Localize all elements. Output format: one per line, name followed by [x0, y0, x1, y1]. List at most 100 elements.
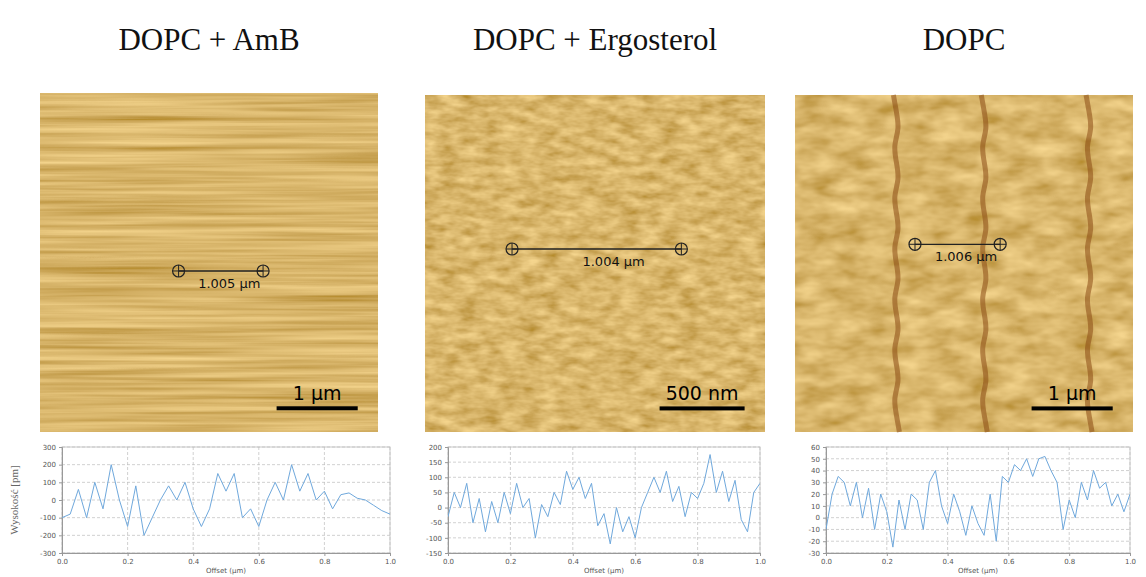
tick: 0.0 — [443, 553, 454, 566]
data-area — [448, 455, 760, 544]
x-axis: 0.00.20.40.60.81.0 — [443, 553, 766, 566]
tick-label: 0.2 — [505, 558, 516, 566]
tick-mark — [1069, 553, 1070, 556]
y-axis: -150-100-50050100150200 — [426, 444, 448, 558]
grid-line — [448, 447, 760, 448]
tick: -200 — [40, 532, 62, 540]
grid-line — [886, 447, 887, 553]
tick: -100 — [40, 514, 62, 522]
profile-chart: 0.00.20.40.60.81.0-150-100-5005010015020… — [426, 444, 766, 575]
tick: 0.2 — [123, 553, 134, 566]
tick-mark — [823, 529, 826, 530]
tick-mark — [823, 459, 826, 460]
measurement-label: 1.005 µm — [198, 276, 260, 291]
measurement-line — [512, 248, 681, 249]
panel: DOPC + Ergosterol1.004 µm500 nm0.00.20.4… — [425, 22, 766, 575]
axis-line — [823, 448, 827, 554]
tick: 60 — [811, 444, 826, 452]
tick-mark — [445, 523, 448, 524]
tick-mark — [128, 553, 129, 556]
panel-title: DOPC + AmB — [118, 22, 299, 57]
tick: 40 — [811, 467, 826, 475]
grid-line — [826, 447, 1130, 448]
tick-mark — [823, 553, 826, 554]
tick-label: 200 — [429, 444, 442, 452]
tick-mark — [445, 462, 448, 463]
tick-label: 1.0 — [1125, 558, 1136, 566]
profile-line — [826, 456, 1130, 547]
plot-frame — [62, 447, 390, 553]
measurement: 1.006 µm — [909, 238, 1006, 264]
measurement-cross — [263, 265, 264, 277]
afm-image — [425, 95, 765, 432]
grid-line — [324, 447, 325, 553]
tick: 50 — [433, 489, 448, 497]
tick: 200 — [43, 461, 62, 469]
axis-line — [449, 554, 761, 557]
tick: 0.0 — [57, 553, 68, 566]
afm-ground — [795, 95, 1133, 432]
tick-label: -100 — [40, 514, 56, 522]
scale-bar — [660, 406, 745, 410]
grid-line — [826, 529, 1130, 530]
tick-mark — [59, 500, 62, 501]
grid-line — [448, 537, 760, 538]
figure: DOPC + AmB 1.005 µm 1 µm 0.0 0.2 0.4 0.6 0.8 1.0… — [0, 0, 1146, 577]
grid-line — [390, 447, 391, 553]
measurement-end — [675, 243, 687, 255]
tick: 0.4 — [188, 553, 200, 566]
tick-label: 200 — [43, 461, 56, 469]
tick-mark — [1008, 553, 1009, 556]
x-axis-title: Offset (µm) — [958, 567, 998, 575]
tick-label: 0.0 — [821, 558, 832, 566]
tick: 30 — [811, 479, 826, 487]
tick-label: 0 — [52, 497, 56, 505]
grid-line — [510, 447, 511, 553]
tick: -150 — [426, 550, 448, 558]
x-axis-title: Offset (µm) — [584, 567, 624, 575]
grid-line — [826, 470, 1130, 471]
grid-line — [448, 477, 760, 478]
tick: 1.0 — [1125, 553, 1136, 566]
tick: 300 — [43, 444, 62, 452]
tick: 10 — [811, 503, 826, 511]
tick-label: -50 — [431, 519, 442, 527]
tick-label: 30 — [811, 479, 820, 487]
measurement: 1.004 µm — [506, 243, 687, 269]
grid-line — [62, 500, 390, 501]
panel: DOPC + AmB1.005 µm1 µm0.00.20.40.60.81.0… — [8, 22, 396, 575]
grid-line — [697, 447, 698, 553]
profile-line — [62, 465, 390, 536]
tick: 0 — [438, 504, 448, 512]
tick-label: -10 — [809, 526, 820, 534]
tick-mark — [510, 553, 511, 556]
tick: 100 — [429, 474, 448, 482]
tick-label: 100 — [43, 479, 56, 487]
tick-mark — [823, 471, 826, 472]
axis-line — [445, 448, 449, 554]
profile-chart: 0.00.20.40.60.81.0-30-20-100102030405060… — [809, 444, 1137, 575]
tick-mark — [445, 538, 448, 539]
tick-label: -30 — [809, 550, 820, 558]
measurement-line — [179, 270, 263, 271]
x-axis-title: Offset (µm) — [206, 567, 246, 575]
scale-bar-label: 1 µm — [293, 382, 342, 404]
tick-mark — [823, 494, 826, 495]
tick-label: 0.6 — [1003, 558, 1015, 566]
tick-mark — [59, 518, 62, 519]
tick-label: 0.6 — [254, 558, 266, 566]
afm-image — [40, 93, 378, 432]
tick: -100 — [426, 535, 448, 543]
tick-mark — [698, 553, 699, 556]
tick: 20 — [811, 491, 826, 499]
tick-mark — [59, 553, 62, 554]
tick-mark — [193, 553, 194, 556]
tick: -20 — [809, 538, 826, 546]
grid-line — [1130, 447, 1131, 553]
tick-mark — [445, 447, 448, 448]
grid-line — [62, 447, 390, 448]
tick-label: 0 — [816, 514, 820, 522]
measurement-cross — [681, 243, 682, 255]
grid-line — [62, 517, 390, 518]
tick-label: 0.8 — [1064, 558, 1075, 566]
